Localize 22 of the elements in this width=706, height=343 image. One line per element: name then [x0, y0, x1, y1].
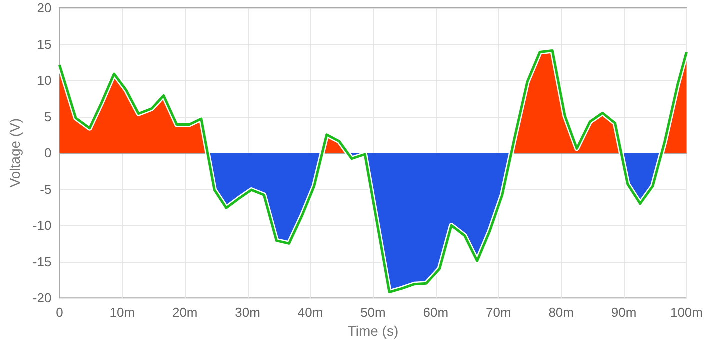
x-tick-label: 40m [298, 305, 324, 320]
x-tick-label: 70m [486, 305, 512, 320]
y-tick-label: 10 [37, 73, 52, 88]
x-tick-label: 90m [611, 305, 637, 320]
y-tick-label: -10 [32, 218, 52, 234]
y-tick-label: 20 [37, 0, 52, 16]
y-tick-label: 0 [44, 146, 52, 161]
x-tick-label: 30m [235, 305, 260, 320]
x-tick-label: 100m [670, 305, 704, 320]
y-axis-title: Voltage (V) [7, 118, 23, 188]
x-tick-label: 20m [172, 305, 198, 320]
y-tick-label: -15 [32, 254, 52, 270]
y-tick-label: -20 [32, 290, 52, 306]
x-tick-label: 80m [548, 305, 574, 320]
y-tick-label: 5 [44, 109, 52, 124]
x-axis-title: Time (s) [348, 323, 399, 339]
y-tick-label: 15 [37, 36, 52, 52]
x-tick-label: 10m [110, 305, 136, 320]
x-tick-label: 50m [360, 305, 386, 320]
x-tick-label: 60m [423, 305, 449, 320]
x-tick-label: 0 [56, 305, 64, 320]
y-tick-label: -5 [40, 182, 52, 197]
